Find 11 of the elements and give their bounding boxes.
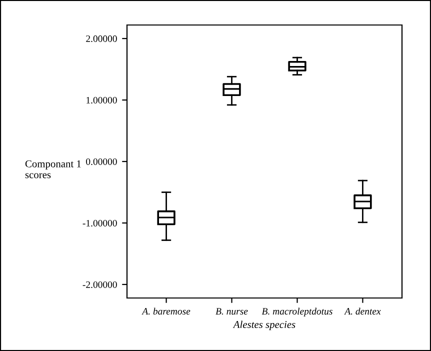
- y-tick-label: 2.00000: [86, 35, 117, 42]
- x-tick-label: A. baremose: [142, 308, 190, 315]
- y-tick-label: -1.00000: [82, 220, 117, 226]
- x-tick-label: B. macroleptdotus: [262, 308, 332, 317]
- x-tick-label: A. dentex: [344, 308, 381, 315]
- y-tick-label: -2.00000: [82, 281, 117, 288]
- y-tick-label: 1.00000: [86, 96, 117, 104]
- y-tick-label: 0.00000: [86, 158, 117, 166]
- x-tick-label: B. nurse: [216, 308, 248, 315]
- y-axis-title: Componant 1 scores: [25, 160, 81, 178]
- x-axis-title: Alestes species: [232, 320, 296, 330]
